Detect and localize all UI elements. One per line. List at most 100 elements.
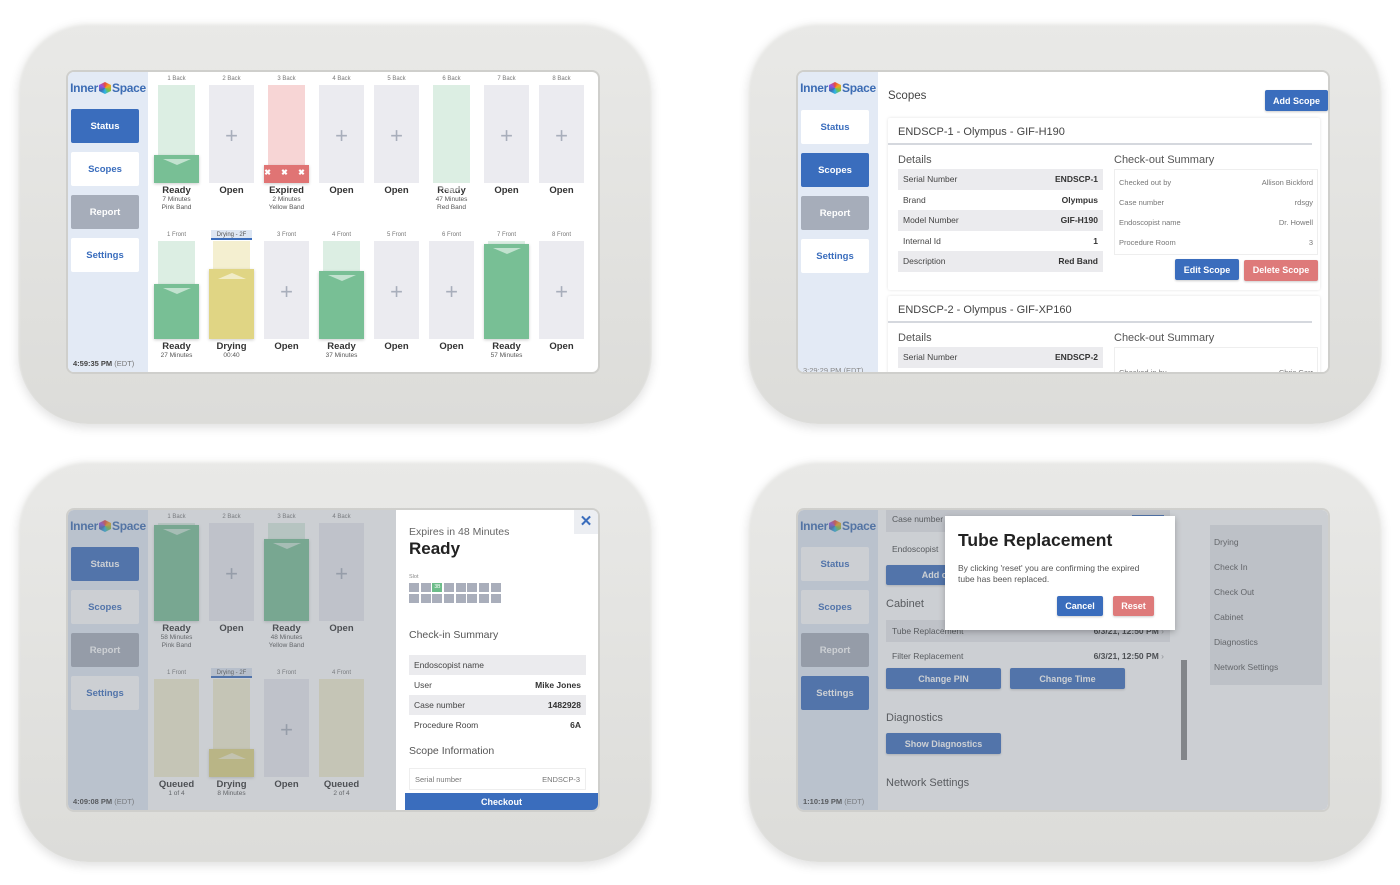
slot-cell[interactable] <box>479 593 490 603</box>
slot-label: 7 Back <box>497 76 516 82</box>
nav-status[interactable]: Status <box>71 109 139 143</box>
slot-cell[interactable] <box>420 583 431 592</box>
nav-status[interactable]: Status <box>71 547 139 581</box>
chevron-right-icon: › <box>1161 626 1164 636</box>
delete-scope-button[interactable]: Delete Scope <box>1244 259 1318 281</box>
slot-cell[interactable] <box>455 583 466 592</box>
add-scope-button[interactable]: Add Scope <box>1265 90 1328 111</box>
slot-7-back[interactable]: 7 Back + Open <box>484 74 529 196</box>
menu-item-diagnostics[interactable]: Diagnostics <box>1214 637 1258 647</box>
nav-settings[interactable]: Settings <box>801 676 869 710</box>
slot-cell[interactable] <box>467 593 478 603</box>
nav-settings[interactable]: Settings <box>71 676 139 710</box>
slot-cell[interactable] <box>490 593 501 603</box>
checkout-row: Checked in by Chris Carr <box>1115 362 1317 373</box>
detail-value: Olympus <box>1061 194 1098 205</box>
slot-1-back[interactable]: 1 Back Ready 58 Minutes Pink Band <box>154 512 199 650</box>
slot-2-back[interactable]: 2 Back + Open <box>209 74 254 196</box>
slot-5-back[interactable]: 5 Back + Open <box>374 74 419 196</box>
scope-heading: ENDSCP-2 - Olympus - GIF-XP160 <box>888 296 1312 323</box>
nav-status[interactable]: Status <box>801 547 869 581</box>
checkout-row: Checked out by Allison Bickford <box>1115 172 1317 192</box>
slot-detail-2: Red Band <box>437 204 466 211</box>
slot-5-front[interactable]: 5 Front + Open <box>374 230 419 352</box>
close-icon[interactable]: ✕ <box>574 510 598 534</box>
slot-1-front[interactable]: 1 Front Queued 1 of 4 <box>154 668 199 798</box>
menu-item-check-in[interactable]: Check In <box>1214 562 1248 572</box>
logo: Inner Space <box>68 510 148 542</box>
scrollbar[interactable] <box>1181 660 1187 760</box>
scope-indicator <box>154 284 199 339</box>
slot-drying-2f[interactable]: Drying - 2F Drying 00:40 <box>209 230 254 360</box>
slot-cell[interactable] <box>467 583 478 592</box>
slot-2-back[interactable]: 2 Back + Open <box>209 512 254 634</box>
change-pin-button[interactable]: Change PIN <box>886 668 1001 689</box>
slot-3-back[interactable]: 3 Back ✖ ✖ ✖ Expired 2 Minutes Yellow Ba… <box>264 74 309 212</box>
slot-6-back[interactable]: 6 Back Ready 47 Minutes Red Band <box>429 74 474 212</box>
nav-report[interactable]: Report <box>71 633 139 667</box>
slot-3-front[interactable]: 3 Front + Open <box>264 668 309 790</box>
nav-status[interactable]: Status <box>801 110 869 144</box>
edit-scope-button[interactable]: Edit Scope <box>1175 259 1239 280</box>
slot-cell[interactable] <box>432 593 443 603</box>
slot-6-front[interactable]: 6 Front + Open <box>429 230 474 352</box>
slot-cell[interactable] <box>444 583 455 592</box>
slot-8-front[interactable]: 8 Front + Open <box>539 230 584 352</box>
slot-cell[interactable] <box>420 593 431 603</box>
clock: 4:59:35 PM (EDT) <box>73 359 134 368</box>
show-diagnostics-button[interactable]: Show Diagnostics <box>886 733 1001 754</box>
change-time-button[interactable]: Change Time <box>1010 668 1125 689</box>
slot-detail-2: Yellow Band <box>268 204 305 211</box>
slot-cell[interactable] <box>490 583 501 592</box>
nav-settings[interactable]: Settings <box>801 239 869 273</box>
nav-report[interactable]: Report <box>71 195 139 229</box>
logo: Inner Space <box>68 72 148 104</box>
nav-scopes[interactable]: Scopes <box>801 153 869 187</box>
filter-replacement-row[interactable]: Filter Replacement 6/3/21, 12:50 PM › <box>886 645 1170 667</box>
slot-grid: 1 Back Ready 58 Minutes Pink Band 2 Back… <box>148 510 598 810</box>
slot-1-back[interactable]: 1 Back Ready 7 Minutes Pink Band <box>154 74 199 212</box>
slot-7-front[interactable]: 7 Front Ready 57 Minutes <box>484 230 529 360</box>
nav-scopes[interactable]: Scopes <box>71 590 139 624</box>
slot-ghost <box>433 85 470 183</box>
slot-1-front[interactable]: 1 Front Ready 27 Minutes <box>154 230 199 360</box>
nav-settings[interactable]: Settings <box>71 238 139 272</box>
nav-scopes[interactable]: Scopes <box>801 590 869 624</box>
slot-detail-1: 2 of 4 <box>333 790 350 797</box>
slot-cell[interactable] <box>455 593 466 603</box>
menu-item-drying[interactable]: Drying <box>1214 537 1239 547</box>
slot-label: 5 Front <box>386 232 406 238</box>
menu-item-cabinet[interactable]: Cabinet <box>1214 612 1244 622</box>
slot-4-front[interactable]: 4 Front Queued 2 of 4 <box>319 668 364 798</box>
scope-indicator: ✖ ✖ ✖ <box>264 165 309 183</box>
scope-heading: ENDSCP-1 - Olympus - GIF-H190 <box>888 118 1312 145</box>
slot-4-front[interactable]: 4 Front Ready 37 Minutes <box>319 230 364 360</box>
slot-drying-2f[interactable]: Drying - 2F Drying 8 Minutes <box>209 668 254 798</box>
slot-label: 4 Back <box>332 514 351 520</box>
slot-detail-1: 27 Minutes <box>160 352 193 359</box>
nav-report[interactable]: Report <box>801 633 869 667</box>
checkin-title: Check-in Summary <box>409 629 499 641</box>
checkin-value: Mike Jones <box>535 680 581 690</box>
slot-cell[interactable] <box>409 583 419 592</box>
slot-cell[interactable] <box>479 583 490 592</box>
nav-report[interactable]: Report <box>801 196 869 230</box>
slot-8-back[interactable]: 8 Back + Open <box>539 74 584 196</box>
slot-cell[interactable] <box>409 593 419 603</box>
nav-scopes[interactable]: Scopes <box>71 152 139 186</box>
slot-3-front[interactable]: 3 Front + Open <box>264 230 309 352</box>
menu-item-check-out[interactable]: Check Out <box>1214 587 1255 597</box>
menu-item-network-settings[interactable]: Network Settings <box>1214 662 1279 672</box>
reset-button[interactable]: Reset <box>1113 596 1154 616</box>
chevron-down-icon <box>492 248 521 254</box>
slot-4-back[interactable]: 4 Back + Open <box>319 512 364 634</box>
slot-4-back[interactable]: 4 Back + Open <box>319 74 364 196</box>
cancel-button[interactable]: Cancel <box>1057 596 1103 616</box>
slot-cell[interactable] <box>444 593 455 603</box>
detail-key: Description <box>903 256 946 267</box>
checkout-button[interactable]: Checkout <box>405 793 598 810</box>
clock-tz: (EDT) <box>114 359 135 368</box>
slot-3-back[interactable]: 3 Back Ready 48 Minutes Yellow Band <box>264 512 309 650</box>
checkout-value: rdsgy <box>1294 197 1313 207</box>
selected-slot[interactable]: 3B <box>432 583 443 592</box>
